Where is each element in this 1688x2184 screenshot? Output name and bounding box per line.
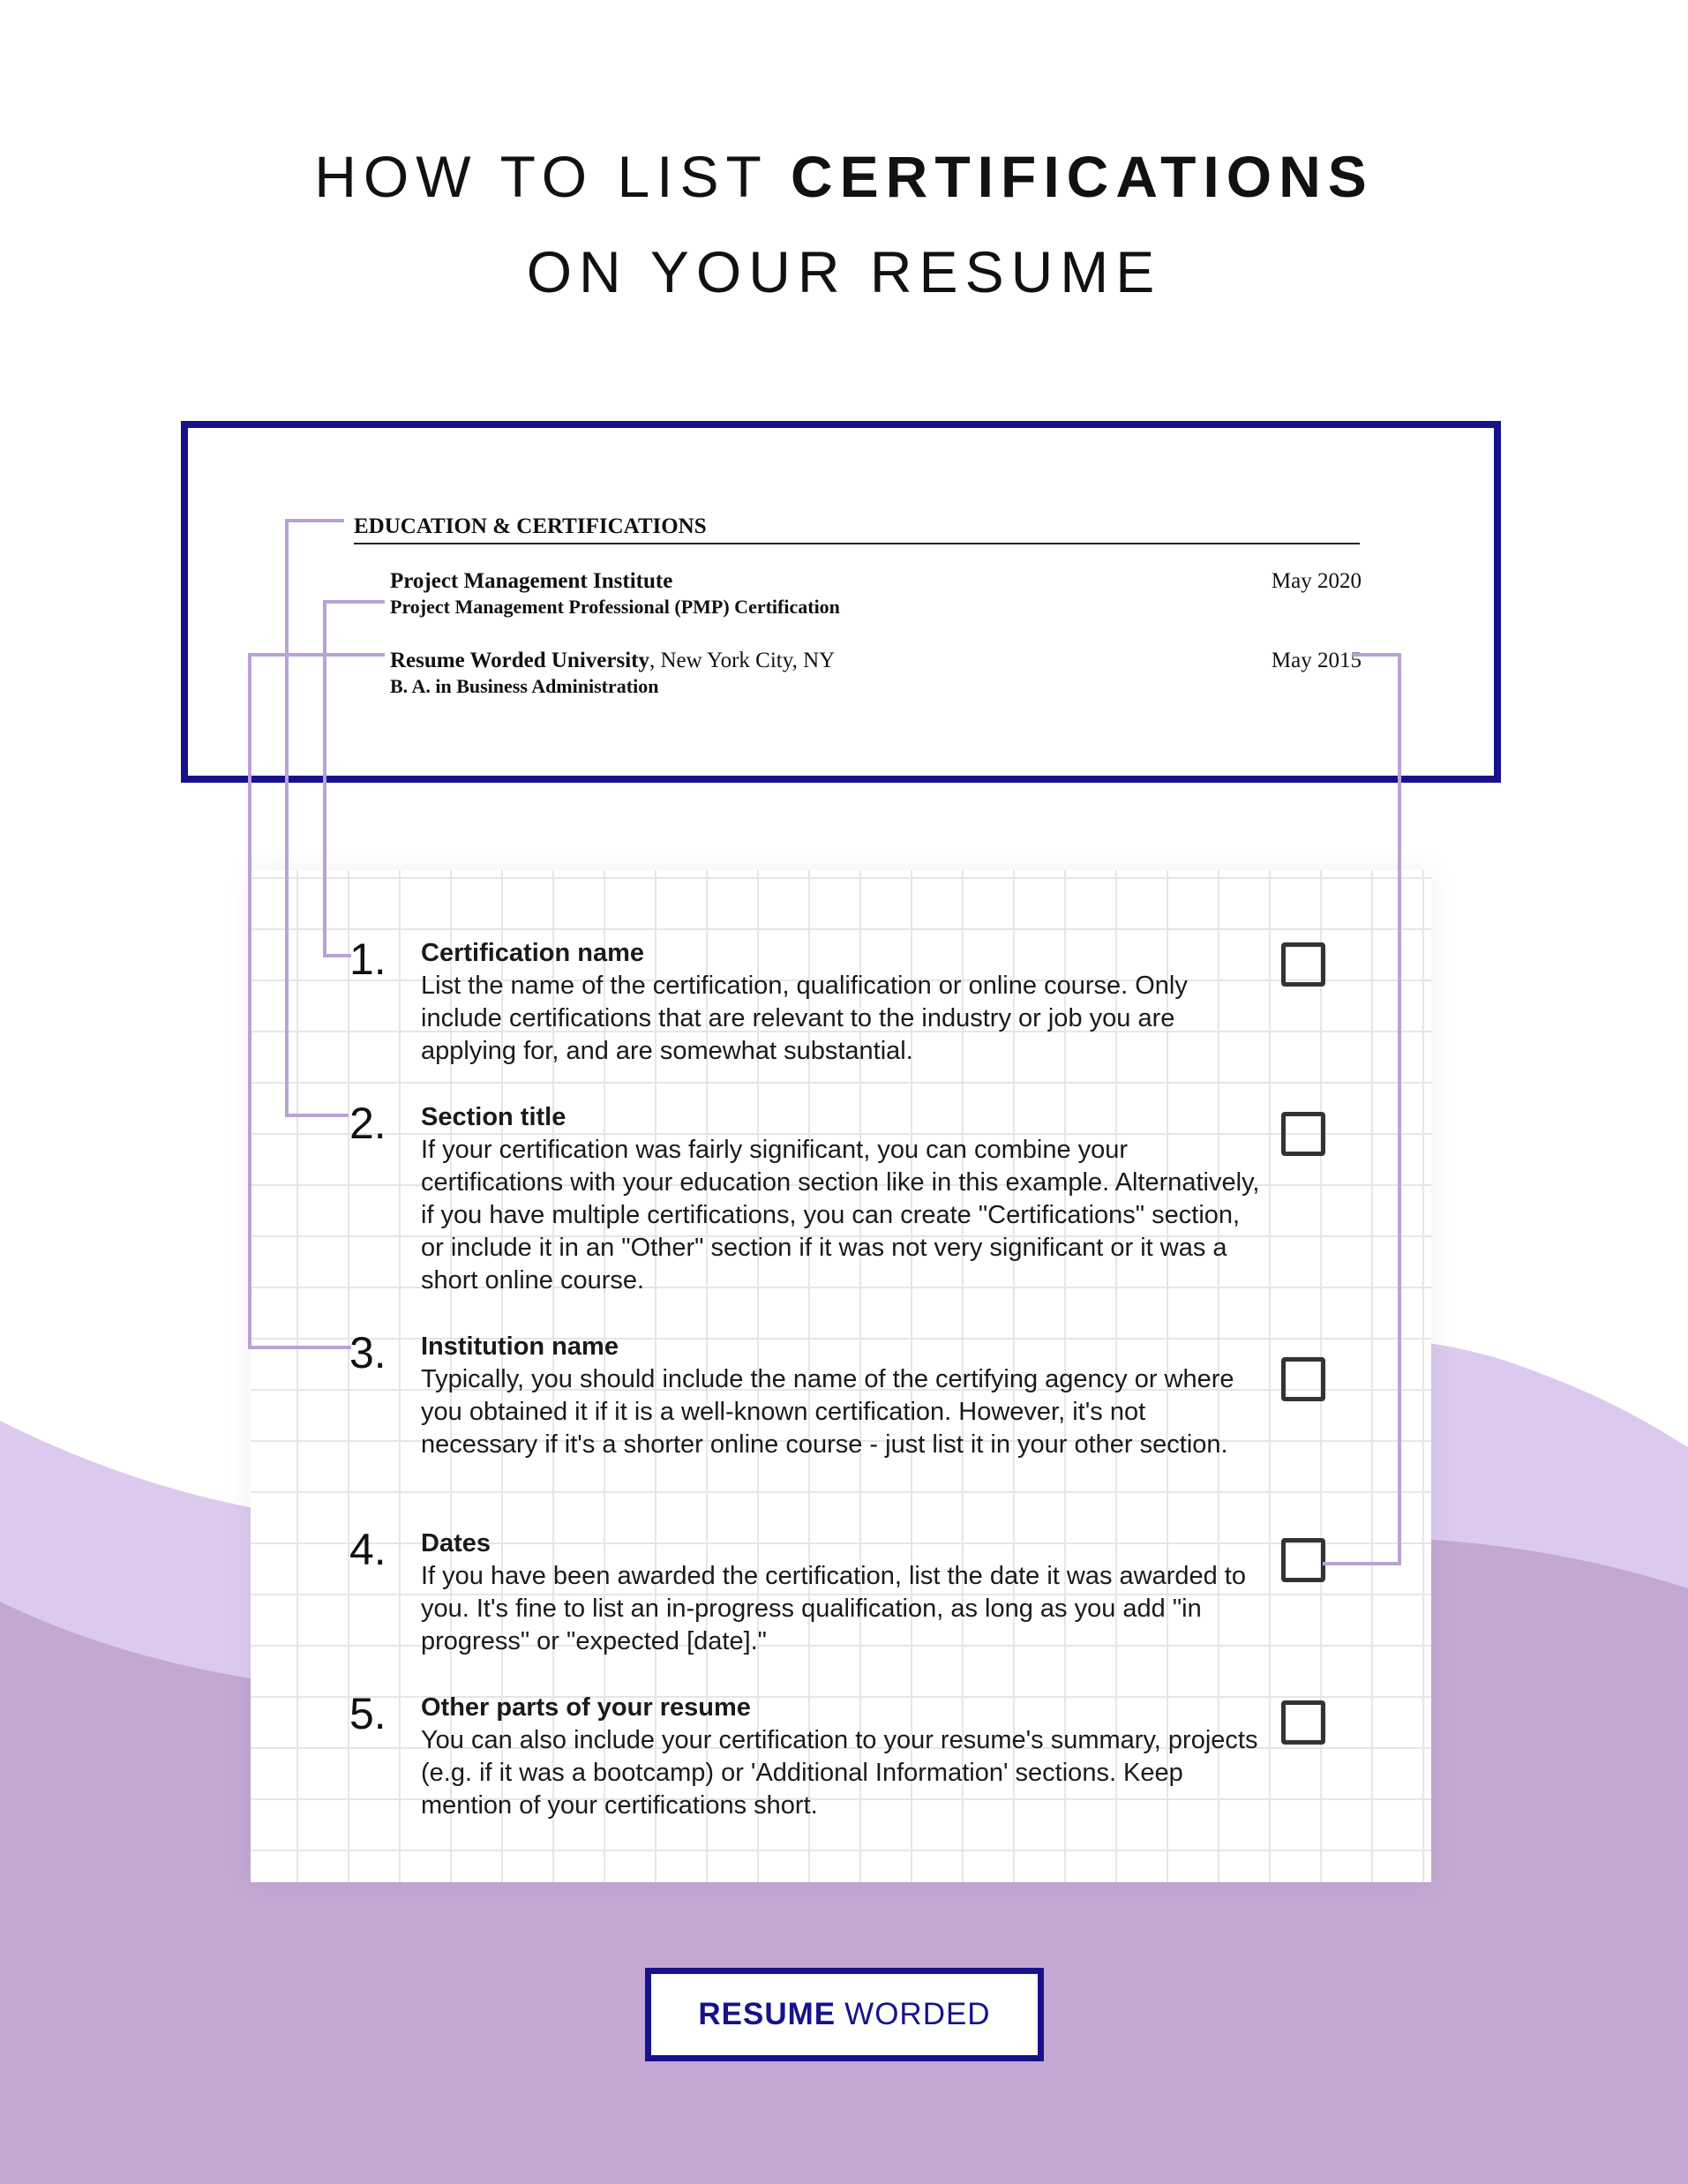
section-divider bbox=[354, 543, 1360, 544]
page-title-line-2: ON YOUR RESUME bbox=[526, 239, 1162, 304]
item-number: 1. bbox=[349, 934, 386, 984]
item-number: 2. bbox=[349, 1099, 386, 1148]
item-body: List the name of the certification, qual… bbox=[421, 972, 1188, 1065]
checkbox[interactable] bbox=[1281, 1357, 1325, 1401]
item-body: If your certification was fairly signifi… bbox=[421, 1136, 1260, 1295]
item-body: If you have been awarded the certificati… bbox=[421, 1562, 1246, 1655]
item-title: Dates bbox=[421, 1529, 491, 1557]
item-number: 5. bbox=[349, 1689, 386, 1738]
page-title-line-1: HOW TO LIST CERTIFICATIONS bbox=[314, 144, 1374, 209]
checkbox[interactable] bbox=[1281, 1538, 1325, 1582]
checklist-card: 1. Certification name List the name of th… bbox=[251, 870, 1431, 1882]
entry-2-date: May 2015 bbox=[1271, 649, 1362, 672]
entry-1-date: May 2020 bbox=[1271, 569, 1362, 593]
item-number: 4. bbox=[349, 1525, 386, 1574]
item-title: Section title bbox=[421, 1103, 566, 1131]
item-title: Institution name bbox=[421, 1332, 619, 1361]
section-heading: EDUCATION & CERTIFICATIONS bbox=[354, 514, 707, 538]
item-title: Certification name bbox=[421, 939, 644, 967]
resume-example: EDUCATION & CERTIFICATIONS Project Manag… bbox=[181, 421, 1501, 783]
entry-1-credential: Project Management Professional (PMP) Ce… bbox=[390, 596, 840, 618]
item-body: Typically, you should include the name o… bbox=[421, 1365, 1234, 1459]
entry-1-institution: Project Management Institute bbox=[390, 569, 673, 593]
resume-worded-logo: RESUME WORDED bbox=[645, 1968, 1044, 2061]
item-body: You can also include your certification … bbox=[421, 1726, 1258, 1820]
checkbox[interactable] bbox=[1281, 942, 1325, 987]
entry-2-institution-line: Resume Worded University, New York City,… bbox=[390, 649, 836, 672]
entry-2-credential: B. A. in Business Administration bbox=[390, 675, 659, 697]
checkbox[interactable] bbox=[1281, 1700, 1325, 1745]
item-title: Other parts of your resume bbox=[421, 1693, 751, 1722]
item-number: 3. bbox=[349, 1328, 386, 1377]
checkbox[interactable] bbox=[1281, 1112, 1325, 1156]
